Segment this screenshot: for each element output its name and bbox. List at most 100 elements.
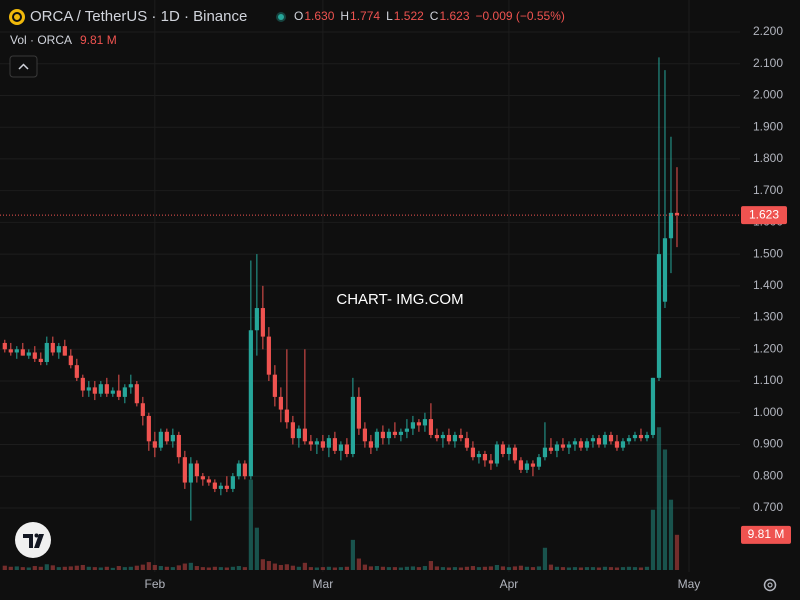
price-axis: 0.700 0.800 0.900 1.000 1.100 1.200 1.300 1.400… — [144, 24, 783, 591]
volume-bar — [650, 509, 656, 570]
volume-bar — [434, 566, 440, 570]
volume-bar — [212, 566, 217, 570]
y-tick-label: 2.200 — [753, 24, 783, 38]
volume-bar — [632, 567, 638, 570]
volume-bar — [140, 564, 145, 570]
volume-bar — [542, 547, 548, 570]
y-tick-label: 1.500 — [753, 246, 783, 260]
candle-body — [674, 212, 680, 216]
volume-bar — [302, 562, 307, 570]
candle-body — [260, 308, 265, 337]
y-tick-label: 1.100 — [753, 373, 783, 387]
volume-bar — [422, 566, 428, 570]
symbol-title: ORCA / TetherUS · 1D · Binance — [30, 8, 247, 25]
candle-body — [554, 444, 560, 451]
collapse-button[interactable] — [9, 55, 38, 78]
candle-body — [422, 419, 428, 426]
candle-body — [560, 444, 566, 448]
volume-bar — [584, 567, 590, 570]
volume-bar — [644, 566, 650, 570]
candle-body — [164, 431, 169, 442]
volume-bar — [458, 567, 464, 570]
candle-body — [278, 396, 283, 410]
tv-logo-dot — [34, 533, 39, 538]
settings-icon-center — [767, 582, 773, 588]
volume-bar — [494, 564, 500, 570]
volume-bar — [206, 567, 211, 570]
candle-body — [584, 441, 590, 448]
candle-body — [488, 460, 494, 464]
volume-bar — [332, 567, 337, 570]
settings-icon[interactable] — [763, 578, 777, 592]
y-tick-label: 0.700 — [753, 500, 783, 514]
volume-bar — [548, 564, 554, 570]
candle-body — [122, 387, 127, 397]
candle-body — [398, 431, 404, 435]
candle-body — [452, 434, 458, 442]
candle-body — [302, 428, 307, 442]
candle-body — [32, 352, 37, 359]
volume-bar — [260, 559, 265, 570]
candle-body — [350, 396, 355, 455]
last-price-label: 1.623 — [749, 207, 779, 221]
volume-bar — [170, 567, 175, 570]
candle-body — [158, 431, 163, 448]
candle-body — [512, 447, 518, 461]
candle-body — [644, 434, 650, 439]
volume-bar — [80, 564, 85, 570]
volume-bar — [518, 565, 524, 570]
candle-body — [344, 444, 349, 455]
volume-bar — [230, 566, 235, 570]
volume-value-box — [741, 525, 791, 544]
candle-body — [356, 396, 361, 429]
volume-bar — [242, 567, 247, 570]
candle-body — [68, 355, 73, 366]
candle-body — [104, 384, 109, 394]
volume-bar — [476, 567, 482, 570]
volume-bar — [440, 567, 446, 570]
candle-body — [254, 308, 259, 331]
candle-body — [620, 441, 626, 448]
volume-bar — [488, 566, 494, 570]
candle-body — [194, 463, 199, 477]
candle-body — [182, 457, 187, 483]
candle-body — [98, 384, 103, 394]
candle-body — [428, 419, 434, 435]
candle-body — [26, 352, 31, 356]
volume-bar — [176, 565, 181, 570]
volume-bar — [122, 567, 127, 570]
volume-bar — [374, 566, 380, 570]
volume-bar — [578, 567, 584, 570]
volume-bar — [554, 566, 560, 570]
volume-bar — [272, 563, 277, 570]
candle-body — [602, 434, 608, 445]
volume-bar — [44, 564, 49, 570]
candle-body — [476, 454, 482, 458]
candle-body — [176, 434, 181, 458]
volume-bar — [428, 561, 434, 570]
candle-body — [128, 384, 133, 388]
candle-body — [542, 447, 548, 458]
y-tick-label: 1.300 — [753, 310, 783, 324]
symbol-icon — [9, 9, 25, 25]
volume-bar — [284, 564, 289, 570]
volume-bar — [338, 567, 343, 570]
candle-body — [494, 444, 500, 464]
candle-body — [320, 441, 325, 448]
volume-bar — [392, 567, 398, 570]
candle-body — [212, 482, 217, 489]
candle-body — [290, 422, 295, 439]
volume-bar — [362, 564, 367, 570]
candle-body — [614, 441, 620, 448]
volume-bar — [656, 427, 662, 570]
y-tick-label: 1.700 — [753, 183, 783, 197]
volume-bar — [446, 567, 452, 570]
y-tick-label: 0.800 — [753, 468, 783, 482]
volume-bar — [290, 565, 295, 570]
candle-body — [80, 377, 85, 391]
volume-bar — [404, 566, 410, 570]
candle-body — [668, 212, 674, 239]
volume-bar — [14, 566, 19, 570]
candle-body — [464, 438, 470, 448]
